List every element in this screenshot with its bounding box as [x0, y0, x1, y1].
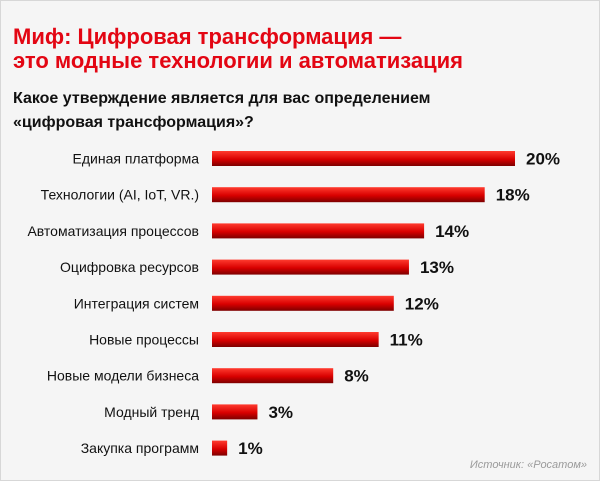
- category-label: Модный тренд: [104, 404, 199, 420]
- horizontal-bar-chart: Единая платформа 20% Технологии (AI, IoT, …: [27, 150, 560, 459]
- category-label: Закупка программ: [81, 440, 199, 456]
- bar: [212, 223, 425, 239]
- bar: [212, 440, 228, 456]
- category-label: Технологии (AI, IoT, VR.): [41, 187, 199, 203]
- chart-question-line-2: «цифровая трансформация»?: [13, 114, 254, 131]
- bar: [212, 295, 394, 311]
- value-label: 3%: [268, 403, 293, 422]
- value-label: 14%: [435, 222, 469, 241]
- category-label: Автоматизация процессов: [27, 223, 199, 239]
- value-label: 18%: [496, 186, 530, 205]
- bar: [212, 332, 379, 347]
- value-label: 13%: [420, 258, 454, 277]
- bar: [212, 368, 334, 384]
- value-label: 20%: [526, 150, 560, 169]
- chart-title-line-2: это модные технологии и автоматизация: [13, 48, 464, 73]
- value-label: 11%: [390, 331, 423, 350]
- category-label: Единая платформа: [73, 151, 200, 167]
- category-label: Новые модели бизнеса: [47, 368, 199, 384]
- value-label: 8%: [344, 367, 369, 386]
- chart-question-line-1: Какое утверждение является для вас опред…: [13, 90, 431, 107]
- source-note: Источник: «Росатом»: [469, 459, 587, 471]
- bar: [212, 259, 409, 275]
- bar: [212, 187, 485, 203]
- value-label: 1%: [238, 439, 263, 458]
- chart-title: Миф: Цифровая трансформация — это модные…: [13, 25, 573, 73]
- bar: [212, 151, 515, 166]
- bar: [212, 404, 258, 420]
- chart-question: Какое утверждение является для вас опред…: [13, 87, 573, 135]
- category-label: Новые процессы: [89, 332, 199, 348]
- chart-title-line-1: Миф: Цифровая трансформация —: [13, 24, 402, 49]
- value-label: 12%: [405, 294, 439, 313]
- category-label: Интеграция систем: [74, 295, 199, 311]
- category-label: Оцифровка ресурсов: [60, 259, 199, 275]
